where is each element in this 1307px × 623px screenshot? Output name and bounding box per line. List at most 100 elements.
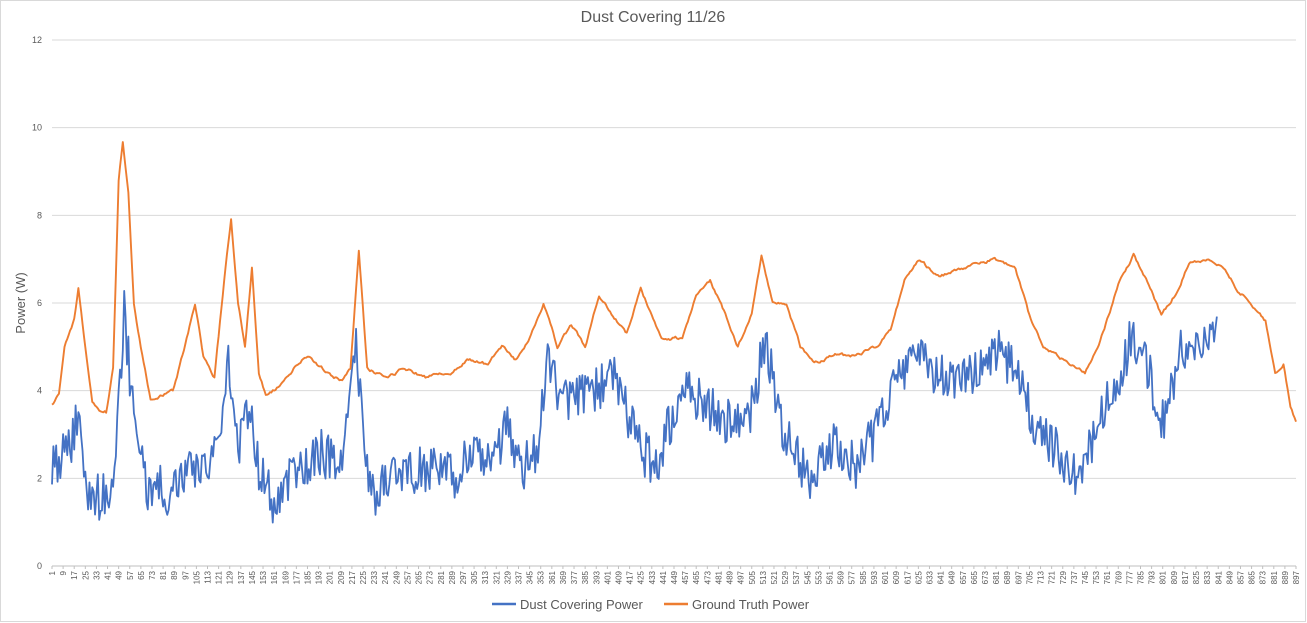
x-tick-label: 377 bbox=[570, 570, 579, 584]
x-tick-label: 265 bbox=[415, 570, 424, 584]
x-tick-label: 97 bbox=[181, 570, 190, 579]
x-tick-label: 841 bbox=[1214, 570, 1223, 584]
x-tick-label: 649 bbox=[948, 570, 957, 584]
series-line-dust-covering bbox=[51, 289, 1218, 524]
x-tick-label: 745 bbox=[1081, 570, 1090, 584]
x-tick-label: 185 bbox=[303, 570, 312, 584]
x-tick-label: 9 bbox=[59, 570, 68, 575]
y-axis-title: Power (W) bbox=[13, 272, 28, 333]
x-tick-label: 681 bbox=[992, 570, 1001, 584]
y-tick-label: 0 bbox=[37, 561, 42, 571]
x-tick-label: 897 bbox=[1292, 570, 1301, 584]
x-tick-label: 113 bbox=[204, 570, 213, 583]
x-tick-label: 33 bbox=[92, 570, 101, 579]
y-tick-label: 12 bbox=[32, 35, 42, 45]
x-tick-label: 337 bbox=[515, 570, 524, 584]
x-tick-label: 657 bbox=[959, 570, 968, 584]
x-tick-label: 473 bbox=[703, 570, 712, 584]
x-tick-label: 481 bbox=[714, 570, 723, 584]
x-tick-label: 41 bbox=[104, 570, 113, 579]
x-tick-label: 705 bbox=[1025, 570, 1034, 584]
chart-title: Dust Covering 11/26 bbox=[581, 9, 726, 26]
x-tick-label: 457 bbox=[681, 570, 690, 584]
x-tick-label: 313 bbox=[481, 570, 490, 584]
x-tick-label: 857 bbox=[1236, 570, 1245, 584]
x-tick-label: 489 bbox=[726, 570, 735, 584]
x-tick-label: 641 bbox=[937, 570, 946, 584]
x-axis-tick-labels: 1 9 17 25 33 41 49 57 65 73 81 89 97 105 113 121 129 137 1… bbox=[48, 566, 1301, 584]
x-tick-label: 233 bbox=[370, 570, 379, 584]
x-tick-label: 777 bbox=[1125, 570, 1134, 584]
series-lines bbox=[51, 141, 1297, 524]
x-tick-label: 153 bbox=[259, 570, 268, 584]
x-tick-label: 697 bbox=[1014, 570, 1023, 584]
x-tick-label: 385 bbox=[581, 570, 590, 584]
x-tick-label: 177 bbox=[292, 570, 301, 584]
x-tick-label: 201 bbox=[326, 570, 335, 584]
x-tick-label: 289 bbox=[448, 570, 457, 584]
x-tick-label: 137 bbox=[237, 570, 246, 584]
x-tick-label: 209 bbox=[337, 570, 346, 584]
x-tick-label: 665 bbox=[970, 570, 979, 584]
x-tick-label: 441 bbox=[659, 570, 668, 584]
y-tick-label: 6 bbox=[37, 298, 42, 308]
x-tick-label: 401 bbox=[603, 570, 612, 584]
x-tick-label: 369 bbox=[559, 570, 568, 584]
x-tick-label: 65 bbox=[137, 570, 146, 579]
y-tick-label: 10 bbox=[32, 123, 42, 133]
x-tick-label: 169 bbox=[281, 570, 290, 584]
x-tick-label: 569 bbox=[837, 570, 846, 584]
x-tick-label: 561 bbox=[826, 570, 835, 584]
x-tick-label: 225 bbox=[359, 570, 368, 584]
x-tick-label: 785 bbox=[1137, 570, 1146, 584]
x-tick-label: 193 bbox=[315, 570, 324, 584]
x-tick-label: 753 bbox=[1092, 570, 1101, 584]
x-tick-label: 81 bbox=[159, 570, 168, 579]
x-tick-label: 729 bbox=[1059, 570, 1068, 584]
y-tick-label: 4 bbox=[37, 386, 42, 396]
x-tick-label: 889 bbox=[1281, 570, 1290, 584]
x-tick-label: 361 bbox=[548, 570, 557, 584]
x-tick-label: 593 bbox=[870, 570, 879, 584]
x-tick-label: 241 bbox=[381, 570, 390, 584]
y-tick-label: 2 bbox=[37, 473, 42, 483]
x-tick-label: 577 bbox=[848, 570, 857, 584]
x-tick-label: 825 bbox=[1192, 570, 1201, 584]
x-tick-label: 145 bbox=[248, 570, 257, 584]
x-tick-label: 297 bbox=[459, 570, 468, 584]
legend: Dust Covering Power Ground Truth Power bbox=[492, 597, 810, 612]
x-tick-label: 321 bbox=[492, 570, 501, 584]
x-tick-label: 417 bbox=[626, 570, 635, 584]
x-tick-label: 281 bbox=[437, 570, 446, 584]
x-tick-label: 585 bbox=[859, 570, 868, 584]
x-tick-label: 17 bbox=[70, 570, 79, 579]
x-tick-label: 601 bbox=[881, 570, 890, 584]
x-tick-label: 217 bbox=[348, 570, 357, 584]
y-axis-tick-labels: 0 2 4 6 8 10 12 bbox=[32, 35, 42, 571]
x-tick-label: 57 bbox=[126, 570, 135, 579]
x-tick-label: 425 bbox=[637, 570, 646, 584]
x-tick-label: 817 bbox=[1181, 570, 1190, 584]
x-tick-label: 881 bbox=[1270, 570, 1279, 584]
x-tick-label: 609 bbox=[892, 570, 901, 584]
x-tick-label: 809 bbox=[1170, 570, 1179, 584]
x-tick-label: 737 bbox=[1070, 570, 1079, 584]
x-tick-label: 865 bbox=[1248, 570, 1257, 584]
x-tick-label: 49 bbox=[115, 570, 124, 579]
x-tick-label: 553 bbox=[814, 570, 823, 584]
x-tick-label: 129 bbox=[226, 570, 235, 584]
series-line-ground-truth bbox=[51, 141, 1297, 422]
x-tick-label: 345 bbox=[526, 570, 535, 584]
legend-label-dust-covering: Dust Covering Power bbox=[520, 597, 643, 612]
x-tick-label: 305 bbox=[470, 570, 479, 584]
x-tick-label: 793 bbox=[1148, 570, 1157, 584]
x-tick-label: 505 bbox=[748, 570, 757, 584]
x-tick-label: 465 bbox=[692, 570, 701, 584]
x-tick-label: 273 bbox=[426, 570, 435, 584]
x-tick-label: 1 bbox=[48, 570, 57, 575]
x-tick-label: 513 bbox=[759, 570, 768, 584]
x-tick-label: 689 bbox=[1003, 570, 1012, 584]
x-tick-label: 625 bbox=[914, 570, 923, 584]
x-tick-label: 257 bbox=[403, 570, 412, 584]
